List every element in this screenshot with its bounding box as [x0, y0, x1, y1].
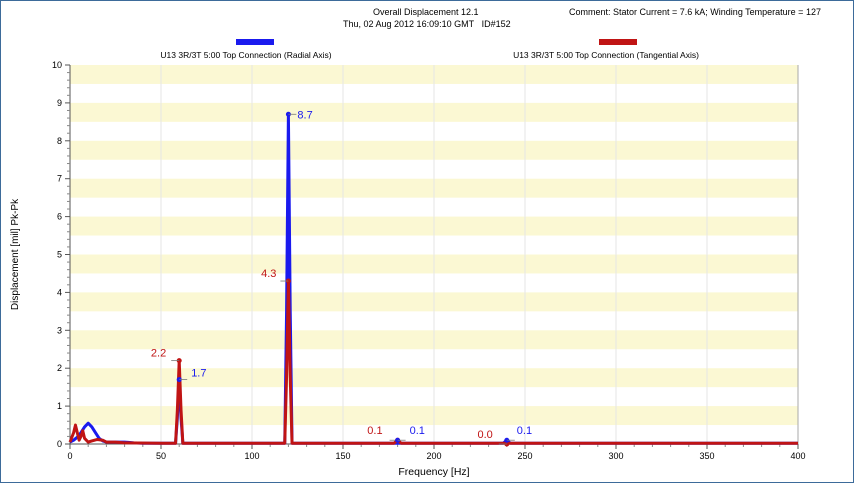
y-tick-label: 10	[52, 60, 62, 70]
y-tick-label: 0	[57, 439, 62, 449]
peak-label: 0.1	[410, 425, 425, 437]
peak-label: 0.1	[367, 425, 382, 437]
chart-timestamp: Thu, 02 Aug 2012 16:09:10 GMT ID#152	[343, 19, 511, 29]
y-tick-label: 9	[57, 98, 62, 108]
x-tick-label: 100	[244, 451, 259, 461]
legend-swatch	[599, 39, 637, 45]
record-id: ID#152	[481, 19, 511, 29]
peak-label: 8.7	[297, 109, 312, 121]
x-tick-label: 400	[790, 451, 805, 461]
x-tick-label: 250	[517, 451, 532, 461]
legend-label: U13 3R/3T 5:00 Top Connection (Radial Ax…	[160, 50, 331, 60]
legend-swatch	[236, 39, 274, 45]
peak-label: 1.7	[191, 368, 206, 380]
legend: U13 3R/3T 5:00 Top Connection (Radial Ax…	[160, 39, 699, 60]
x-tick-label: 50	[156, 451, 166, 461]
peak-label: 2.2	[151, 348, 166, 360]
legend-label: U13 3R/3T 5:00 Top Connection (Tangentia…	[513, 50, 699, 60]
y-tick-label: 2	[57, 363, 62, 373]
y-tick-label: 5	[57, 250, 62, 260]
y-tick-label: 8	[57, 136, 62, 146]
x-tick-label: 350	[699, 451, 714, 461]
x-axis-title: Frequency [Hz]	[398, 466, 469, 478]
y-tick-label: 3	[57, 325, 62, 335]
peak-label: 4.3	[261, 268, 276, 280]
chart-comment: Comment: Stator Current = 7.6 kA; Windin…	[569, 7, 821, 17]
annotations: 8.7 4.3 2.2 1.7 0.1 0.1 0.0 0.1	[151, 109, 532, 447]
y-tick-label: 1	[57, 401, 62, 411]
timestamp-text: Thu, 02 Aug 2012 16:09:10 GMT	[343, 19, 475, 29]
peak-label: 0.0	[478, 429, 493, 441]
y-tick-label: 4	[57, 287, 62, 297]
x-tick-label: 0	[67, 451, 72, 461]
y-axis-title: Displacement [mil] Pk-Pk	[10, 198, 21, 310]
y-tick-label: 6	[57, 212, 62, 222]
x-tick-label: 200	[426, 451, 441, 461]
y-tick-label: 7	[57, 174, 62, 184]
x-tick-label: 150	[335, 451, 350, 461]
peak-label: 0.1	[517, 425, 532, 437]
x-tick-label: 300	[608, 451, 623, 461]
chart-title: Overall Displacement 12.1	[373, 7, 479, 17]
grid-lines	[160, 65, 708, 444]
